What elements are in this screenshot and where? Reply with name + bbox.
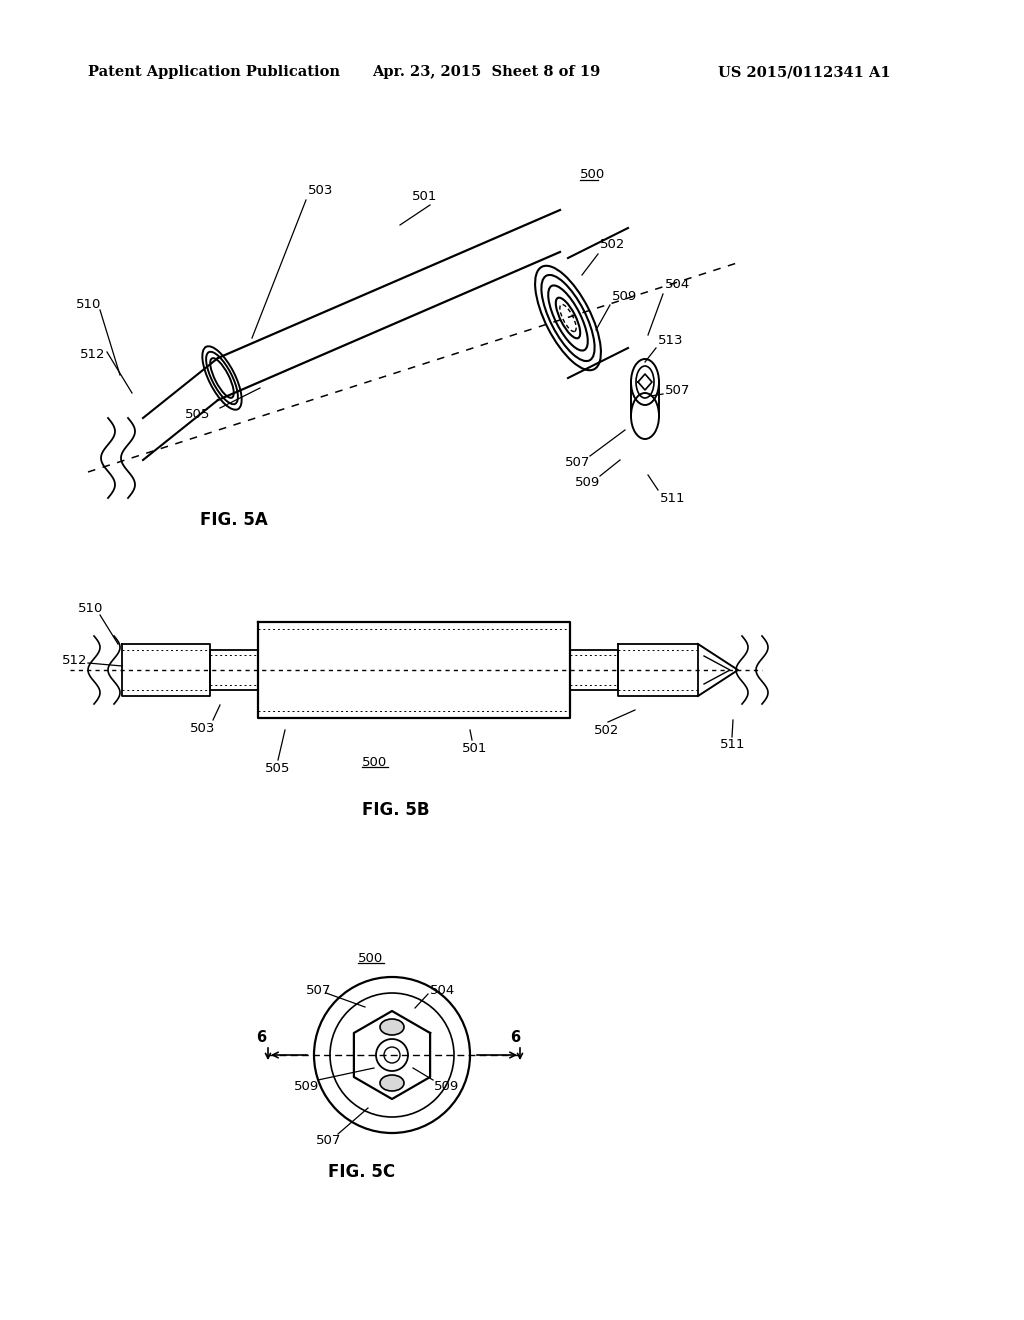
Text: 511: 511	[660, 491, 685, 504]
Text: 504: 504	[665, 279, 690, 292]
Text: 505: 505	[185, 408, 210, 421]
Text: 512: 512	[80, 348, 105, 362]
Text: 501: 501	[412, 190, 437, 203]
Text: 509: 509	[575, 475, 600, 488]
Text: 501: 501	[462, 742, 487, 755]
Text: 509: 509	[612, 289, 637, 302]
Text: 6: 6	[510, 1031, 520, 1045]
Text: 503: 503	[190, 722, 215, 734]
Text: 6: 6	[256, 1031, 266, 1045]
Text: 500: 500	[362, 755, 387, 768]
Text: Apr. 23, 2015  Sheet 8 of 19: Apr. 23, 2015 Sheet 8 of 19	[372, 65, 600, 79]
Text: 511: 511	[720, 738, 745, 751]
Text: 510: 510	[78, 602, 103, 615]
Text: 507: 507	[306, 983, 332, 997]
Text: 500: 500	[580, 169, 605, 181]
Text: 503: 503	[308, 183, 334, 197]
Text: 509: 509	[434, 1080, 459, 1093]
Ellipse shape	[380, 1019, 404, 1035]
Text: FIG. 5C: FIG. 5C	[328, 1163, 395, 1181]
Text: FIG. 5A: FIG. 5A	[200, 511, 267, 529]
Text: 509: 509	[294, 1080, 319, 1093]
Ellipse shape	[380, 1074, 404, 1092]
Text: 504: 504	[430, 983, 456, 997]
Text: 507: 507	[565, 455, 591, 469]
Text: 502: 502	[600, 239, 626, 252]
Text: 513: 513	[658, 334, 683, 346]
Text: FIG. 5B: FIG. 5B	[362, 801, 429, 818]
Text: 502: 502	[594, 723, 620, 737]
Text: 507: 507	[316, 1134, 341, 1147]
Text: 512: 512	[62, 653, 87, 667]
Text: 505: 505	[265, 762, 291, 775]
Text: 500: 500	[358, 952, 383, 965]
Text: Patent Application Publication: Patent Application Publication	[88, 65, 340, 79]
Text: 507: 507	[665, 384, 690, 396]
Text: US 2015/0112341 A1: US 2015/0112341 A1	[718, 65, 891, 79]
Text: 510: 510	[76, 298, 101, 312]
